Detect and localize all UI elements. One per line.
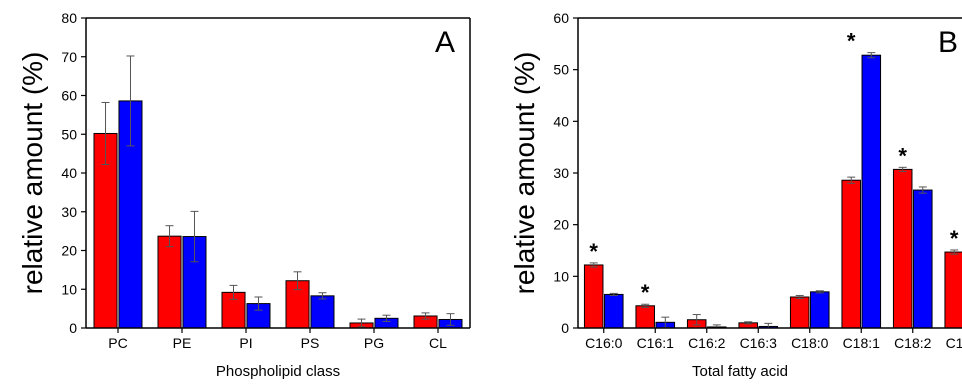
chart-panel-b: 0 10 20 30 40 50 60 C16:0 C16:1 C16:2 C16:3 C18:0 C1…	[509, 10, 962, 380]
error-bar	[744, 321, 753, 325]
y-tick-label: 30	[553, 165, 569, 181]
x-category-label: PG	[364, 335, 384, 351]
y-tick-label: 0	[561, 320, 569, 336]
x-category-label: C18:3	[946, 335, 962, 351]
bar-c16-0-series2	[604, 293, 624, 329]
significance-mark: *	[589, 239, 598, 264]
chart-panel-a: 0 10 20 30 40 50 60 70 80 PC PE PI PS PG CL relative am…	[17, 10, 471, 380]
error-bar	[795, 294, 804, 300]
error-bar	[165, 225, 174, 248]
significance-mark: *	[950, 226, 959, 251]
x-category-label: C16:2	[688, 335, 726, 351]
significance-mark: *	[898, 143, 907, 168]
y-tick-label: 20	[553, 217, 569, 233]
bar-c18-0-series2	[810, 291, 830, 329]
x-category-label: PS	[301, 335, 320, 351]
error-bar	[382, 314, 391, 322]
error-bar	[641, 303, 650, 308]
error-bar	[421, 312, 430, 320]
significance-mark: *	[641, 280, 650, 305]
y-tick-label: 60	[61, 88, 77, 104]
y-tick-label: 40	[61, 165, 77, 181]
y-tick-label: 0	[69, 320, 77, 336]
error-bar	[918, 186, 927, 194]
x-axis-title: Phospholipid class	[216, 363, 340, 380]
x-category-label: CL	[429, 335, 447, 351]
y-tick-label: 80	[61, 10, 77, 26]
error-bar	[609, 292, 618, 296]
error-bar	[867, 52, 876, 59]
x-category-label: PE	[173, 335, 192, 351]
y-tick-label: 10	[61, 281, 77, 297]
error-bar	[815, 290, 824, 294]
error-bar	[254, 296, 263, 311]
bar-c18-2-series2	[913, 189, 933, 329]
error-bar	[293, 271, 302, 291]
x-category-label: C16:0	[585, 335, 623, 351]
panel-label: A	[435, 26, 455, 59]
error-bar	[101, 101, 110, 165]
x-category-label: C16:3	[740, 335, 778, 351]
error-bar	[847, 176, 856, 184]
x-category-label: C18:1	[843, 335, 881, 351]
error-bar	[190, 210, 199, 263]
y-tick-label: 70	[61, 49, 77, 65]
x-category-label: PC	[108, 335, 127, 351]
significance-mark: *	[847, 29, 856, 54]
x-category-label: C18:0	[791, 335, 829, 351]
bar-c16-1-series1	[635, 305, 655, 329]
bar-c18-1-series2	[861, 54, 882, 329]
y-tick-label: 50	[61, 126, 77, 142]
bar-c18-1-series1	[841, 179, 861, 329]
error-bar	[898, 166, 907, 172]
error-bar	[229, 284, 238, 300]
error-bar	[692, 314, 701, 326]
error-bar	[126, 55, 135, 147]
x-axis-title: Total fatty acid	[692, 363, 788, 380]
bar-c16-0-series1	[583, 264, 604, 329]
bar-c18-2-series1	[892, 168, 913, 329]
y-tick-label: 20	[61, 243, 77, 259]
error-bar	[950, 249, 959, 255]
y-tick-label: 60	[553, 10, 569, 26]
y-tick-label: 30	[61, 204, 77, 220]
x-category-label: C16:1	[637, 335, 675, 351]
x-category-label: C18:2	[894, 335, 932, 351]
error-bar	[357, 318, 366, 328]
bar-ps-series2	[310, 295, 335, 329]
y-axis-title: relative amount (%)	[17, 52, 48, 295]
error-bar	[318, 292, 327, 300]
bar-c18-3-series1	[944, 251, 962, 329]
x-category-label: PI	[239, 335, 252, 351]
y-axis-title: relative amount (%)	[509, 52, 540, 295]
error-bar	[446, 313, 455, 326]
y-tick-label: 10	[553, 268, 569, 284]
error-bar	[589, 262, 598, 268]
bar-c18-0-series1	[789, 296, 810, 329]
y-tick-label: 50	[553, 62, 569, 78]
panel-label: B	[938, 26, 958, 59]
y-tick-label: 40	[553, 113, 569, 129]
bar-pe-series1	[157, 235, 182, 329]
